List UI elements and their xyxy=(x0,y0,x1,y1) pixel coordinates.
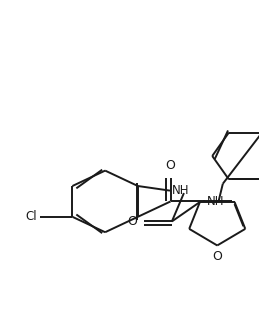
Text: O: O xyxy=(212,250,222,263)
Text: O: O xyxy=(128,215,138,228)
Text: O: O xyxy=(166,159,176,172)
Text: NH: NH xyxy=(207,195,224,208)
Text: Cl: Cl xyxy=(26,210,37,223)
Text: NH: NH xyxy=(172,184,190,197)
